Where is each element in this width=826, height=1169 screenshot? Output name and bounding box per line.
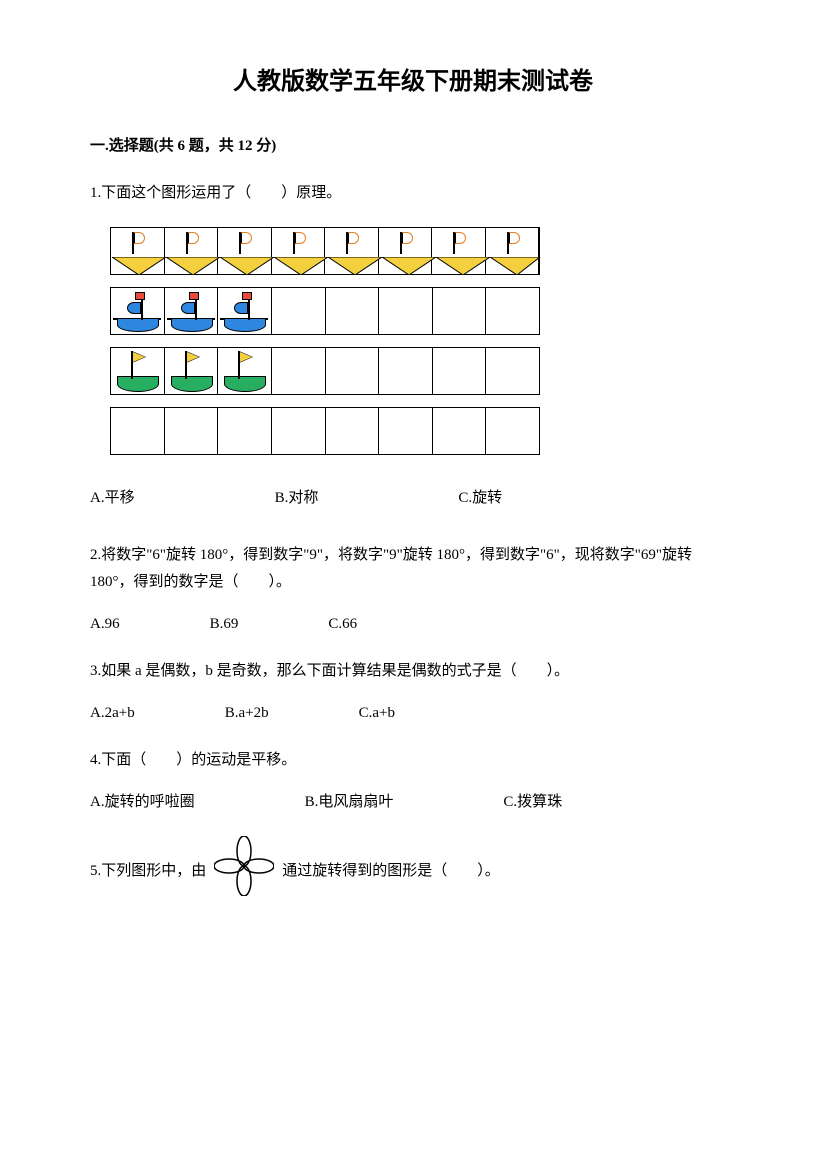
page-title: 人教版数学五年级下册期末测试卷 <box>90 60 736 103</box>
flower-icon <box>214 836 274 906</box>
q4-text: 4.下面（ ）的运动是平移。 <box>90 747 736 774</box>
q3-options: A.2a+b B.a+2b C.a+b <box>90 700 736 727</box>
q4-option-b: B.电风扇扇叶 <box>305 789 394 816</box>
q2-text: 2.将数字"6"旋转 180°，得到数字"9"，将数字"9"旋转 180°，得到… <box>90 542 736 596</box>
question-1: 1.下面这个图形运用了（ ）原理。 <box>90 180 736 512</box>
figure-row-4 <box>110 407 540 455</box>
q5-text-after: 通过旋转得到的图形是（ ）。 <box>282 858 500 885</box>
q1-option-c: C.旋转 <box>458 485 502 512</box>
q1-figure <box>110 227 736 455</box>
question-3: 3.如果 a 是偶数，b 是奇数，那么下面计算结果是偶数的式子是（ ）。 A.2… <box>90 658 736 727</box>
q3-text: 3.如果 a 是偶数，b 是奇数，那么下面计算结果是偶数的式子是（ ）。 <box>90 658 736 685</box>
q1-text: 1.下面这个图形运用了（ ）原理。 <box>90 180 736 207</box>
q4-option-a: A.旋转的呼啦圈 <box>90 789 195 816</box>
figure-row-3 <box>110 347 540 395</box>
q2-option-c: C.66 <box>328 611 357 638</box>
question-5: 5.下列图形中，由 通过旋转得到的图形是（ ）。 <box>90 836 736 906</box>
figure-row-2 <box>110 287 540 335</box>
q1-option-a: A.平移 <box>90 485 135 512</box>
q4-option-c: C.拨算珠 <box>503 789 562 816</box>
q2-option-a: A.96 <box>90 611 120 638</box>
q2-options: A.96 B.69 C.66 <box>90 611 736 638</box>
q3-option-b: B.a+2b <box>225 700 269 727</box>
q1-options: A.平移 B.对称 C.旋转 <box>90 485 736 512</box>
q1-option-b: B.对称 <box>275 485 319 512</box>
q5-text-before: 5.下列图形中，由 <box>90 858 206 885</box>
section-header: 一.选择题(共 6 题，共 12 分) <box>90 133 736 160</box>
question-2: 2.将数字"6"旋转 180°，得到数字"9"，将数字"9"旋转 180°，得到… <box>90 542 736 638</box>
q4-options: A.旋转的呼啦圈 B.电风扇扇叶 C.拨算珠 <box>90 789 736 816</box>
q3-option-c: C.a+b <box>359 700 395 727</box>
question-4: 4.下面（ ）的运动是平移。 A.旋转的呼啦圈 B.电风扇扇叶 C.拨算珠 <box>90 747 736 816</box>
q2-option-b: B.69 <box>210 611 239 638</box>
q3-option-a: A.2a+b <box>90 700 135 727</box>
